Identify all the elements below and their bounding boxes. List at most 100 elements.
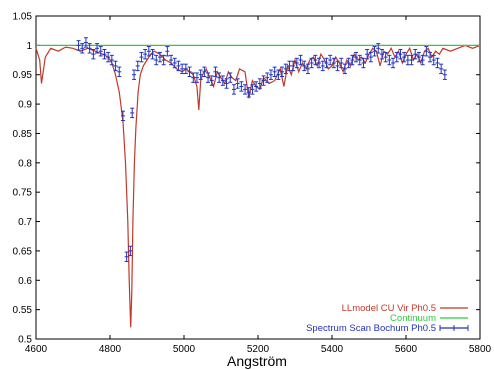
- data-point: [176, 60, 181, 72]
- data-point: [379, 48, 384, 60]
- data-point: [372, 46, 377, 57]
- data-point: [128, 245, 133, 257]
- data-point: [157, 51, 162, 63]
- data-point: [132, 69, 137, 80]
- data-point: [154, 54, 159, 66]
- data-point: [391, 57, 396, 69]
- data-point: [120, 110, 125, 122]
- data-point: [191, 72, 196, 83]
- x-axis-title: Angström: [227, 353, 287, 369]
- data-point: [416, 51, 421, 63]
- data-point: [265, 72, 270, 83]
- x-tick-label: 4800: [99, 344, 122, 355]
- data-point: [365, 48, 370, 60]
- data-point: [198, 69, 203, 80]
- legend-label: Spectrum Scan Bochum Ph0.5: [306, 323, 436, 334]
- data-point: [320, 60, 325, 72]
- y-tick-label: 1.05: [13, 12, 33, 23]
- data-point: [102, 48, 107, 60]
- data-point: [394, 51, 399, 63]
- data-point: [305, 63, 310, 75]
- data-point: [202, 66, 207, 77]
- x-tick-label: 4600: [25, 344, 48, 355]
- data-point: [357, 54, 362, 66]
- data-point: [313, 54, 318, 66]
- y-tick-label: 0.55: [13, 305, 33, 316]
- x-axis: 4600 4800 5000 5200 5400 5600 5800: [25, 16, 492, 355]
- data-point: [361, 57, 366, 69]
- data-point: [317, 57, 322, 69]
- data-point: [83, 37, 88, 48]
- data-point: [383, 51, 388, 63]
- data-point: [183, 63, 188, 75]
- data-point: [276, 69, 281, 80]
- data-point: [228, 72, 233, 83]
- series-layer: [35, 37, 481, 328]
- data-point: [424, 46, 429, 57]
- data-point: [376, 43, 381, 54]
- data-point: [187, 66, 192, 77]
- y-tick-label: 0.65: [13, 246, 33, 257]
- y-tick-label: 0.85: [13, 129, 33, 140]
- data-point: [150, 48, 155, 60]
- x-tick-label: 5200: [247, 344, 270, 355]
- data-point: [113, 60, 118, 72]
- data-point: [206, 72, 211, 83]
- data-point: [294, 57, 299, 69]
- y-tick-label: 0.95: [13, 70, 33, 81]
- data-point: [243, 84, 248, 95]
- data-point: [439, 63, 444, 75]
- data-point: [405, 54, 410, 66]
- data-point: [272, 66, 277, 77]
- data-point: [172, 57, 177, 69]
- data-point: [161, 54, 166, 66]
- data-point: [80, 43, 85, 54]
- data-point: [302, 60, 307, 72]
- data-point: [250, 84, 255, 95]
- data-point: [254, 81, 259, 92]
- data-point: [342, 63, 347, 75]
- data-point: [335, 60, 340, 72]
- data-point: [368, 51, 373, 63]
- data-point: [431, 54, 436, 66]
- data-point: [224, 78, 229, 89]
- y-axis: 0.5 0.55 0.6 0.65 0.7 0.75 0.8 0.85 0.9 0.95 1 1.05: [13, 12, 480, 346]
- data-point: [420, 54, 425, 66]
- y-tick-label: 0.5: [18, 335, 32, 346]
- data-point: [354, 51, 359, 63]
- data-point: [261, 75, 266, 86]
- data-point: [339, 57, 344, 69]
- data-point: [280, 66, 285, 77]
- data-point: [387, 54, 392, 66]
- y-tick-label: 1: [26, 41, 32, 52]
- model-line: [35, 44, 481, 328]
- data-point: [246, 87, 251, 98]
- data-point: [146, 46, 151, 57]
- data-point: [117, 66, 122, 77]
- y-tick-label: 0.8: [18, 158, 32, 169]
- data-point: [398, 48, 403, 60]
- data-point: [283, 63, 288, 75]
- data-point: [309, 57, 314, 69]
- legend-label: Continuum: [390, 313, 436, 324]
- data-point: [98, 46, 103, 57]
- data-point: [165, 46, 170, 57]
- data-point: [143, 48, 148, 60]
- data-point: [402, 51, 407, 63]
- data-point: [413, 48, 418, 60]
- data-point: [298, 54, 303, 66]
- data-point: [239, 81, 244, 92]
- x-tick-label: 5000: [173, 344, 196, 355]
- legend-label: LLmodel CU Vir Ph0.5: [342, 303, 436, 314]
- x-tick-label: 5800: [469, 344, 492, 355]
- data-point: [231, 84, 236, 95]
- y-tick-label: 0.6: [18, 276, 32, 287]
- data-point: [268, 69, 273, 80]
- data-point: [109, 54, 114, 66]
- data-point: [87, 43, 92, 54]
- y-tick-label: 0.7: [18, 217, 32, 228]
- data-point: [213, 66, 218, 77]
- data-point: [409, 54, 414, 66]
